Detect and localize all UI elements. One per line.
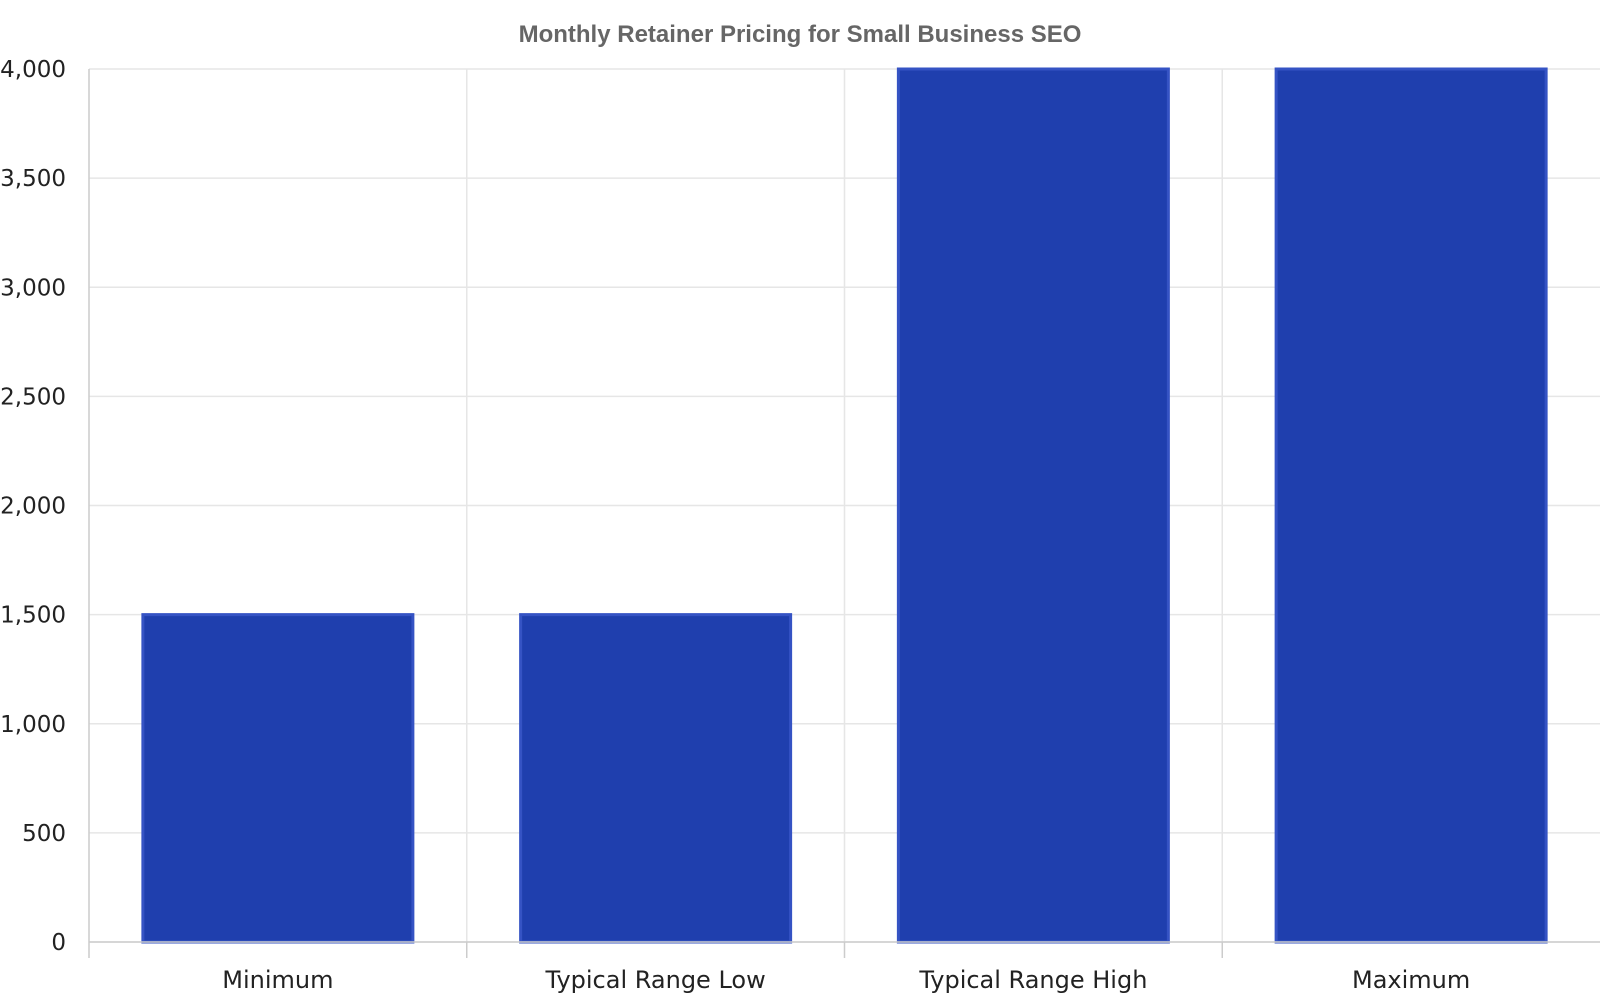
- bar-layer: [141, 67, 1548, 944]
- y-tick-label: 1,500: [0, 603, 66, 629]
- y-tick-label: 2,000: [0, 494, 66, 520]
- y-tick-label: 3,500: [0, 166, 66, 192]
- x-tick-label: Maximum: [1352, 966, 1470, 994]
- y-tick-label: 0: [51, 930, 66, 956]
- y-tick-label: 3,000: [0, 275, 66, 301]
- y-tick-label: 500: [22, 821, 66, 847]
- y-tick-label: 2,500: [0, 384, 66, 410]
- chart-title: Monthly Retainer Pricing for Small Busin…: [519, 21, 1082, 48]
- bar-typical-range-low: [519, 613, 793, 944]
- bar-typical-range-high: [896, 67, 1170, 944]
- bar-maximum: [1274, 67, 1548, 944]
- axis-layer: [88, 69, 1600, 958]
- x-tick-label: Minimum: [222, 966, 333, 994]
- y-tick-label: 1,000: [0, 712, 66, 738]
- bar-minimum: [141, 613, 415, 944]
- label-layer: 0 500 1,000 1,500 2,000 2,500 3,000 3,500 4,000 M…: [0, 57, 1470, 994]
- y-tick-label: 4,000: [0, 57, 66, 83]
- x-tick-label: Typical Range High: [918, 966, 1147, 994]
- x-tick-label: Typical Range Low: [545, 966, 766, 994]
